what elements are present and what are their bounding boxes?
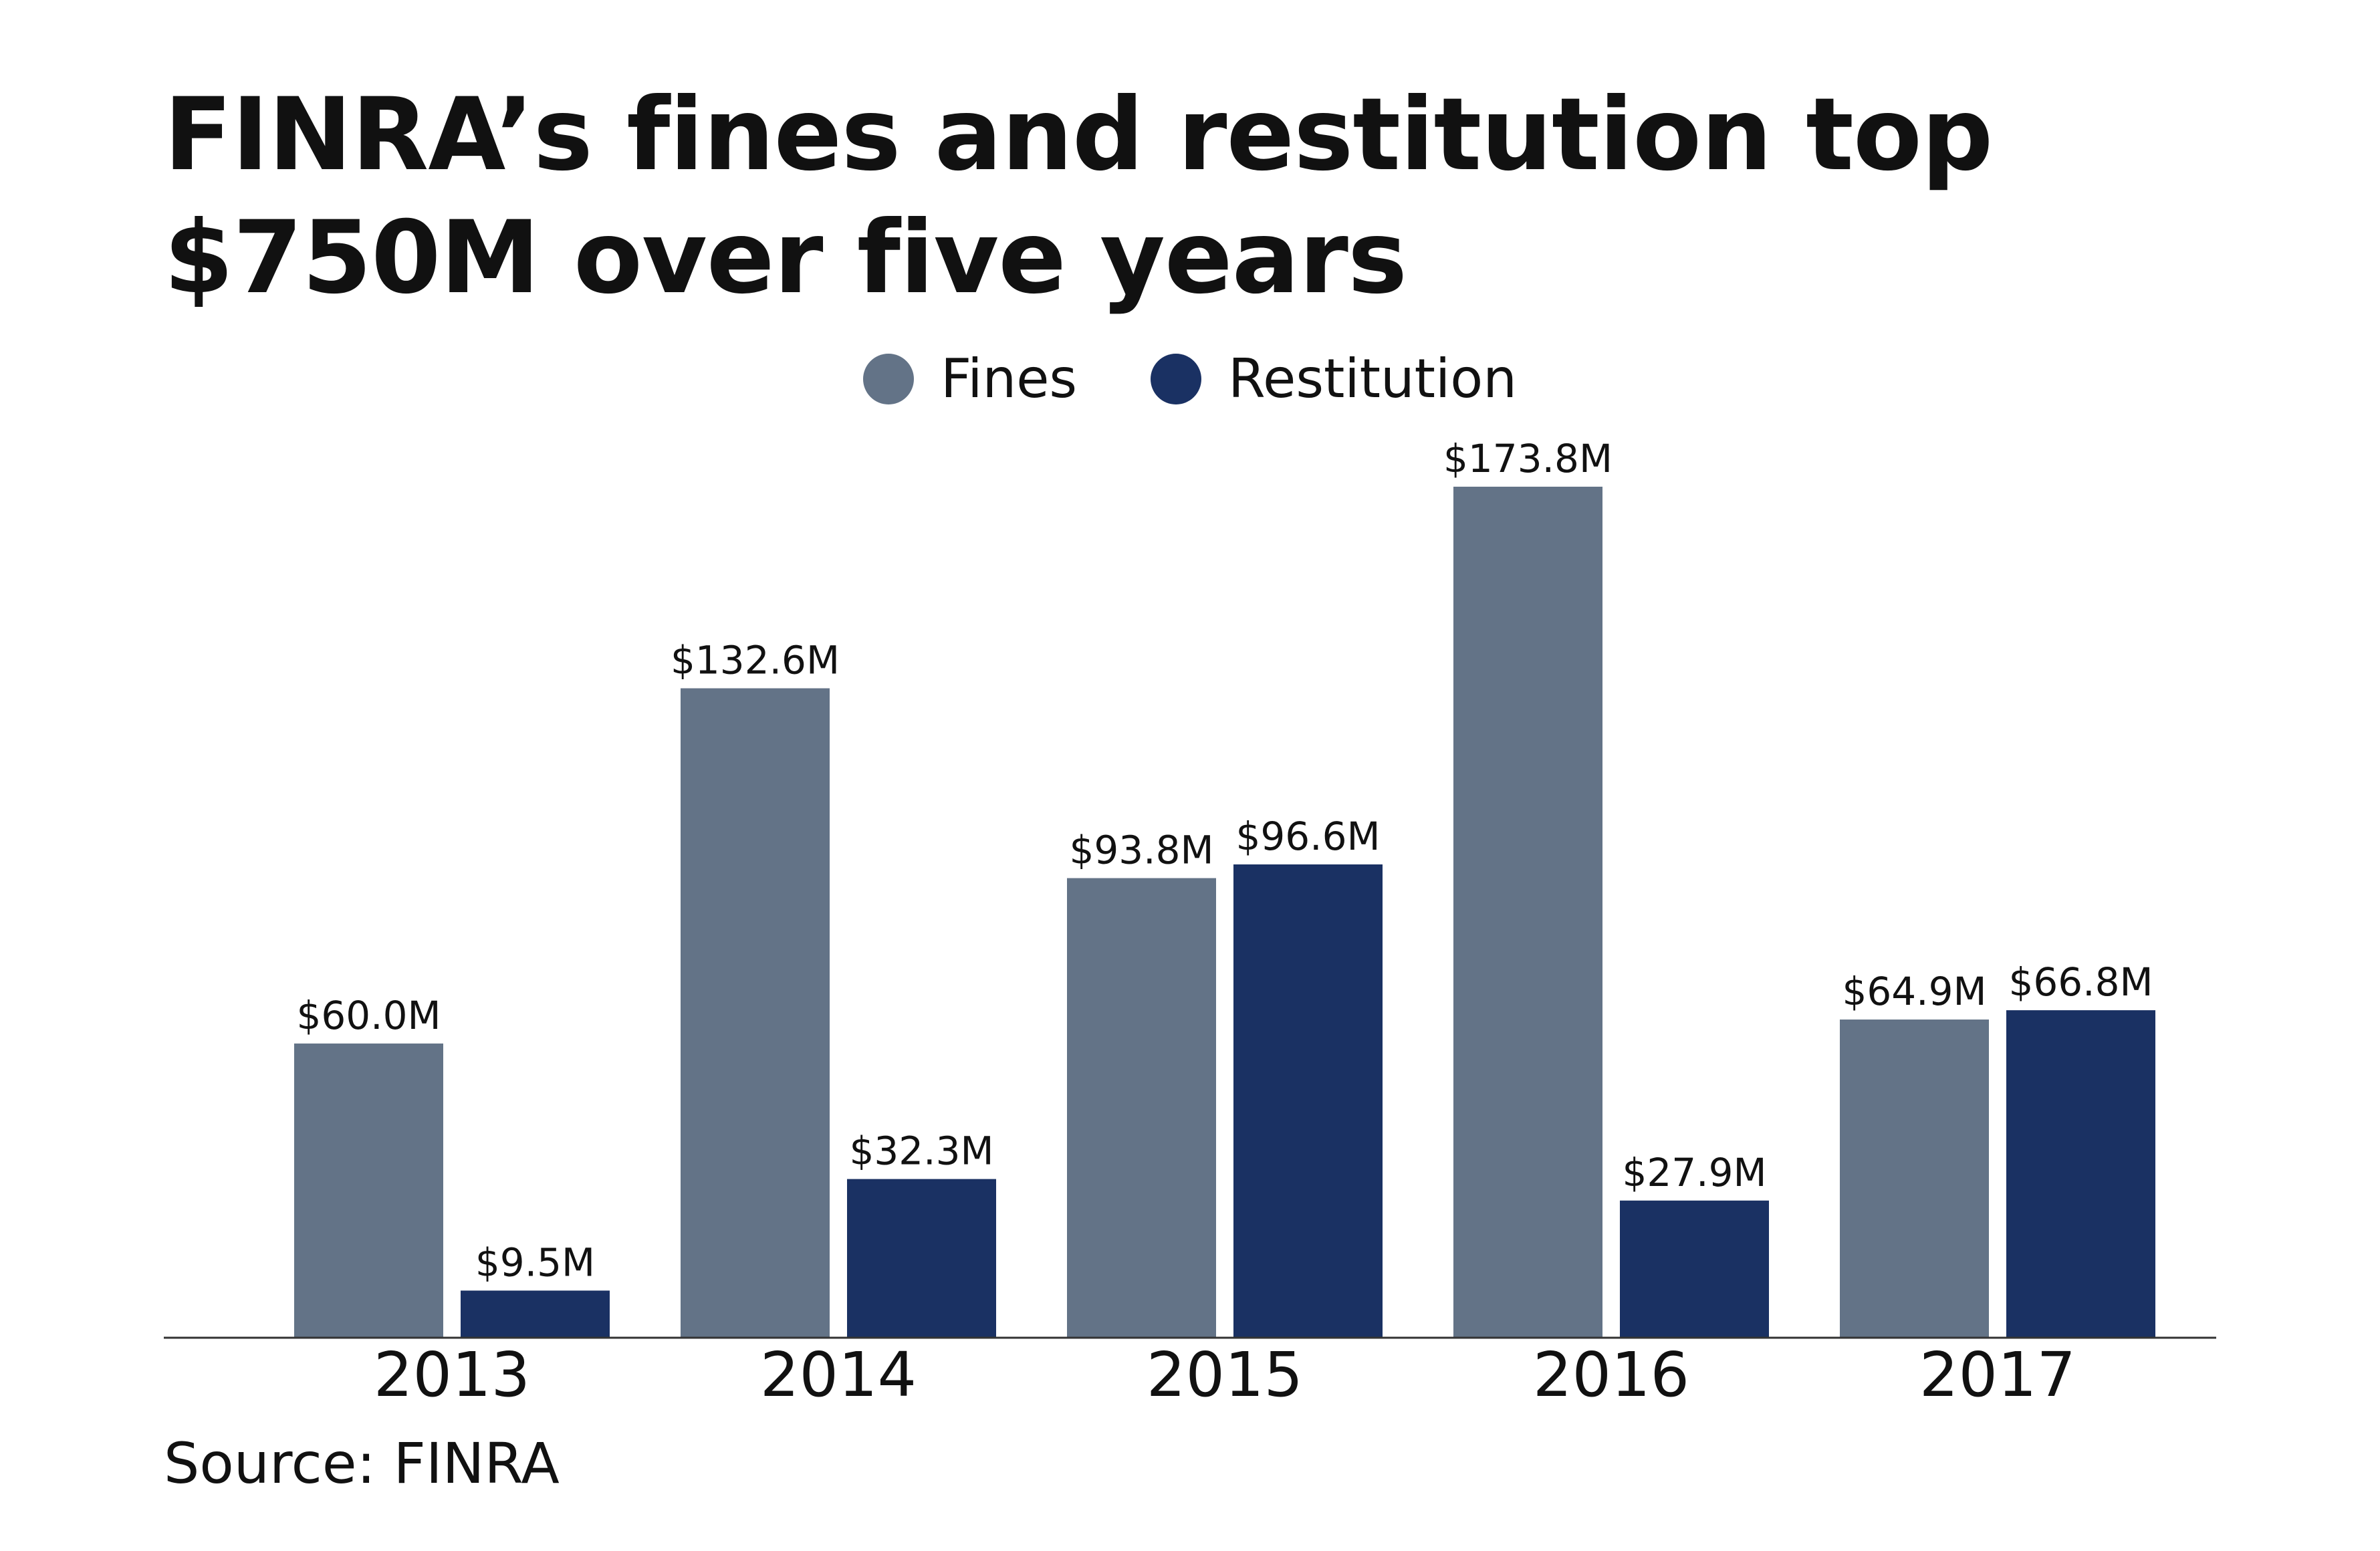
- bar-restitution-2013: [461, 1290, 610, 1337]
- bar-restitution-2014: [847, 1179, 996, 1337]
- legend-item-restitution: Restitution: [1151, 348, 1517, 410]
- data-label-fines-2016: $173.8M: [1443, 436, 1613, 481]
- bar-restitution-2017: [2006, 1010, 2155, 1337]
- bar-restitution-2015: [1233, 864, 1383, 1337]
- bar-fines-2015: [1067, 878, 1216, 1337]
- bar-fines-2013: [294, 1043, 443, 1337]
- x-tick-label-2017: 2017: [1919, 1339, 2076, 1411]
- data-label-fines-2017: $64.9M: [1842, 969, 1986, 1014]
- data-label-restitution-2014: $32.3M: [849, 1128, 993, 1174]
- legend-swatch-restitution: [1151, 353, 1202, 404]
- bar-fines-2017: [1840, 1020, 1989, 1337]
- legend-label-restitution: Restitution: [1228, 348, 1517, 410]
- data-label-restitution-2013: $9.5M: [475, 1239, 595, 1285]
- x-tick-label-2014: 2014: [760, 1339, 917, 1411]
- data-label-restitution-2017: $66.8M: [2008, 959, 2153, 1005]
- chart-title: FINRA’s fines and restitution top $750M …: [164, 77, 1993, 316]
- source-note: Source: FINRA: [164, 1431, 560, 1496]
- bar-restitution-2016: [1620, 1200, 1769, 1337]
- legend-label-fines: Fines: [941, 348, 1078, 410]
- x-tick-label-2016: 2016: [1533, 1339, 1689, 1411]
- data-label-restitution-2015: $96.6M: [1235, 814, 1380, 859]
- data-label-fines-2015: $93.8M: [1069, 828, 1213, 873]
- data-label-fines-2014: $132.6M: [671, 638, 840, 683]
- bar-fines-2014: [681, 688, 830, 1337]
- x-tick-label-2015: 2015: [1147, 1339, 1303, 1411]
- x-tick-label-2013: 2013: [374, 1339, 530, 1411]
- data-label-fines-2013: $60.0M: [296, 993, 441, 1038]
- data-label-restitution-2016: $27.9M: [1622, 1150, 1766, 1195]
- bar-fines-2016: [1453, 487, 1602, 1337]
- legend-item-fines: Fines: [863, 348, 1077, 410]
- chart-legend: Fines Restitution: [0, 348, 2380, 410]
- legend-swatch-fines: [863, 353, 915, 404]
